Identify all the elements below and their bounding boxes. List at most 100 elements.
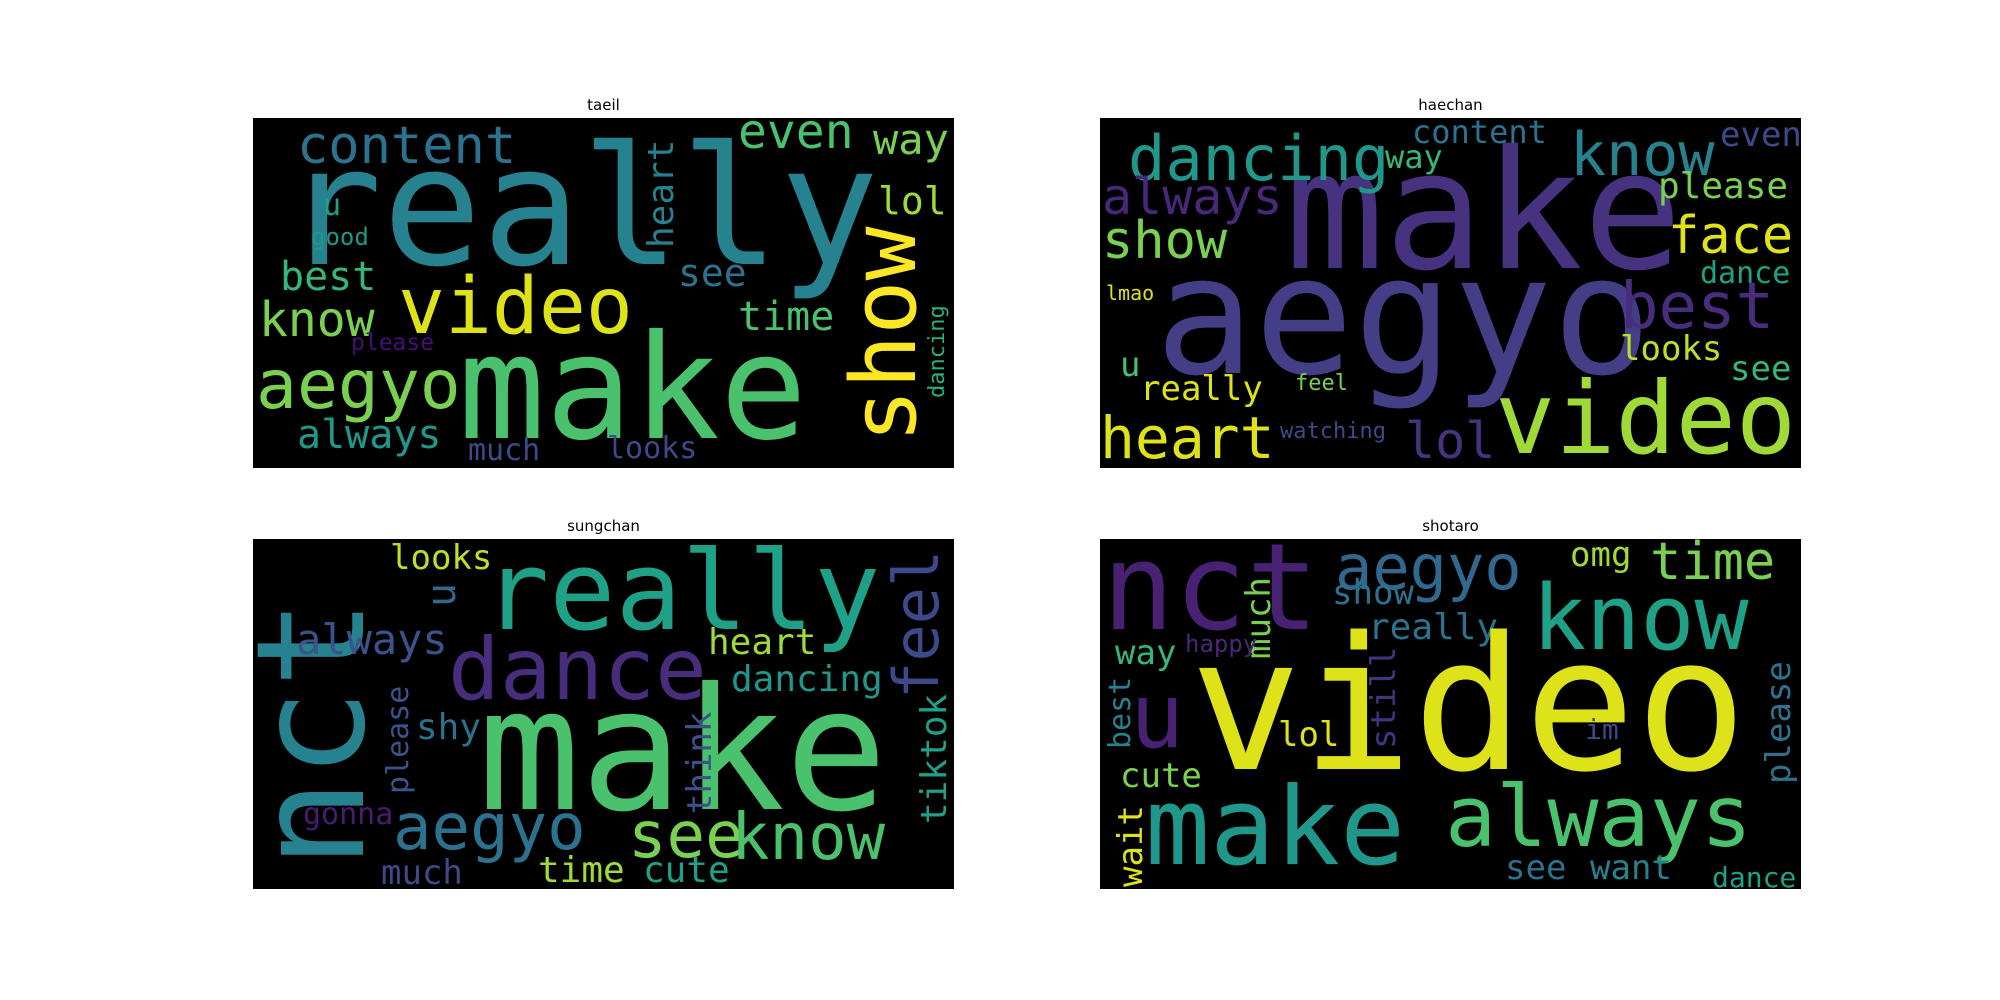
word: video [1190, 597, 1747, 813]
word: nct [253, 598, 399, 869]
word: much [381, 853, 463, 889]
word: way [1115, 633, 1176, 673]
word: know [1570, 120, 1715, 190]
word: video [398, 262, 633, 352]
word: see [1505, 848, 1566, 888]
word: dance [448, 620, 707, 720]
word: omg [1570, 539, 1631, 575]
word: dancing [1128, 122, 1389, 195]
word: wait [1111, 805, 1151, 887]
wordcloud-canvas: make aegyo video dancing content know ev… [1100, 118, 1801, 468]
word: please [1759, 661, 1799, 784]
wordcloud-panel-sungchan: sungchan nct really make dance feel look… [253, 517, 954, 889]
word: nct [1102, 539, 1319, 658]
word: good [311, 223, 369, 251]
word: want [1590, 848, 1672, 888]
word: make [1285, 118, 1682, 307]
word: dance [1712, 861, 1796, 889]
word: even [738, 118, 854, 160]
word: know [731, 801, 886, 875]
wordcloud-canvas: nct aegyo omg time show know much really… [1100, 539, 1801, 889]
word: way [1385, 138, 1443, 176]
word: much [1239, 577, 1279, 659]
word: aegyo [1335, 539, 1522, 604]
word: show [832, 225, 937, 443]
word: cute [643, 850, 730, 889]
word: know [1532, 566, 1750, 671]
word: looks [607, 431, 697, 466]
word: really [1368, 607, 1498, 648]
word: video [1495, 360, 1796, 468]
word: make [1145, 765, 1405, 889]
word: best [1103, 677, 1138, 749]
word: please [1658, 166, 1788, 207]
word: know [259, 292, 375, 348]
word: shy [416, 707, 481, 748]
word: heart [1100, 404, 1275, 468]
word: lmao [1106, 281, 1154, 305]
word: way [873, 118, 949, 164]
panel-title: haechan [1418, 96, 1483, 114]
word: looks [1620, 329, 1722, 369]
word: time [538, 850, 625, 889]
word: always [296, 615, 448, 664]
word: lol [1278, 715, 1339, 755]
word: really [1140, 369, 1263, 409]
word: see [678, 251, 747, 295]
wordcloud-canvas: nct really make dance feel looks u alway… [253, 539, 954, 889]
word: gonna [303, 797, 393, 832]
panel-title: sungchan [567, 517, 640, 535]
word: content [297, 118, 516, 176]
word: heart [708, 622, 816, 663]
word: watching [1280, 419, 1386, 444]
wordcloud-panel-taeil: taeil really make video show content eve… [253, 96, 954, 468]
word: feel [1295, 371, 1348, 396]
word: really [483, 539, 880, 655]
panel-title: shotaro [1422, 517, 1479, 535]
word: u [1120, 345, 1140, 385]
panel-title: taeil [587, 96, 620, 114]
word: best [1620, 270, 1774, 344]
word: much [468, 433, 540, 468]
wordcloud-panel-shotaro: shotaro nct aegyo omg time show know muc… [1100, 517, 1801, 889]
word: even [1720, 118, 1801, 155]
word: time [1650, 539, 1775, 592]
word: make [478, 652, 887, 850]
word: lol [1405, 412, 1495, 468]
word: aegyo [256, 346, 461, 425]
word: think [680, 712, 720, 814]
word: dancing [731, 659, 883, 700]
word: aegyo [1155, 220, 1652, 412]
word: make [458, 304, 807, 468]
word: feel [880, 550, 953, 699]
word: u [419, 583, 465, 607]
word: dancing [925, 305, 950, 398]
word: always [1445, 768, 1752, 867]
word: please [381, 686, 416, 794]
word: lol [878, 179, 947, 223]
word: looks [390, 539, 492, 578]
word: dance [1700, 256, 1790, 291]
word: heart [641, 140, 682, 248]
word: still [1364, 647, 1404, 749]
word: always [297, 412, 442, 458]
wordcloud-canvas: really make video show content even way … [253, 118, 954, 468]
word: time [738, 294, 834, 340]
word: see [1730, 349, 1791, 389]
word: face [1668, 206, 1793, 266]
word: show [1102, 211, 1228, 271]
word: see [628, 799, 744, 873]
wordcloud-panel-haechan: haechan make aegyo video dancing content… [1100, 96, 1801, 468]
word: u [1130, 664, 1184, 769]
word: content [1412, 118, 1547, 151]
word: always [1102, 168, 1283, 226]
word: tiktok [914, 694, 954, 824]
word: best [280, 254, 376, 300]
word: aegyo [393, 791, 586, 865]
word: happy [1185, 630, 1257, 658]
word: please [351, 330, 434, 356]
word: im [1585, 713, 1619, 746]
word: u [323, 188, 341, 223]
word: cute [1120, 756, 1202, 796]
word: show [1332, 573, 1414, 613]
